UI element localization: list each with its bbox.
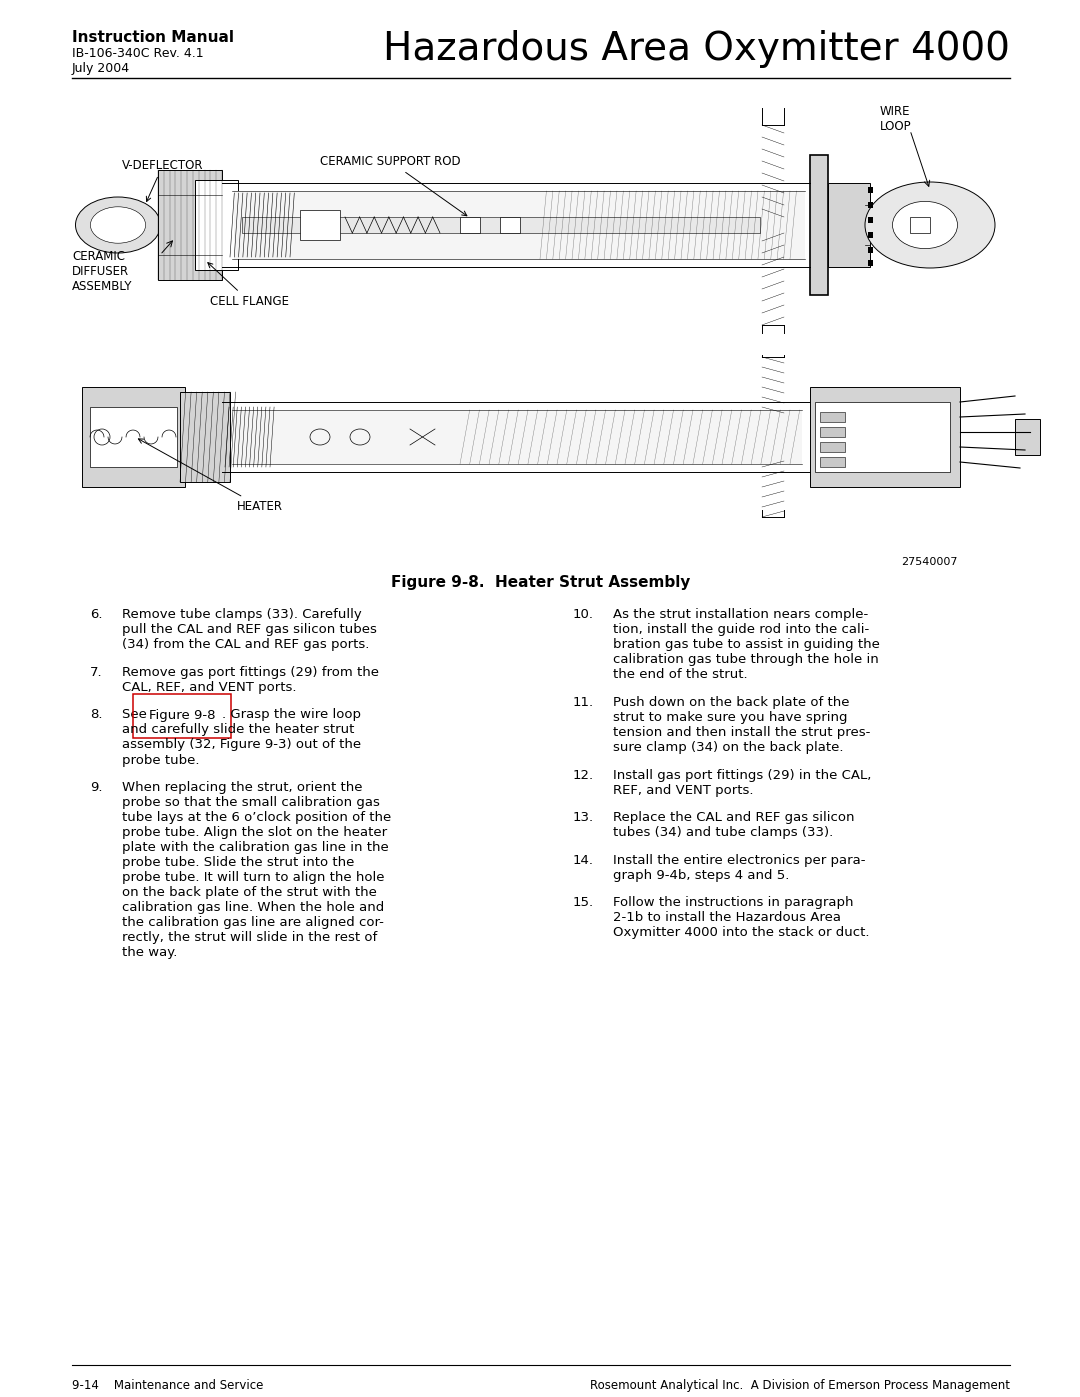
Text: 6.: 6. xyxy=(90,608,103,622)
Text: July 2004: July 2004 xyxy=(72,61,130,75)
Bar xyxy=(828,183,870,267)
Text: Remove tube clamps (33). Carefully
pull the CAL and REF gas silicon tubes
(34) f: Remove tube clamps (33). Carefully pull … xyxy=(122,608,377,651)
Text: 8.: 8. xyxy=(90,708,103,721)
Text: See: See xyxy=(122,708,151,721)
Bar xyxy=(815,402,950,472)
Bar xyxy=(242,217,760,233)
Text: 12.: 12. xyxy=(573,768,594,782)
Text: CERAMIC
DIFFUSER
ASSEMBLY: CERAMIC DIFFUSER ASSEMBLY xyxy=(72,250,133,293)
Text: IB-106-340C Rev. 4.1: IB-106-340C Rev. 4.1 xyxy=(72,47,204,60)
Text: and carefully slide the heater strut: and carefully slide the heater strut xyxy=(122,724,354,736)
Bar xyxy=(810,155,828,295)
Text: Push down on the back plate of the
strut to make sure you have spring
tension an: Push down on the back plate of the strut… xyxy=(613,696,870,754)
Text: assembly (32, Figure 9-3) out of the: assembly (32, Figure 9-3) out of the xyxy=(122,739,361,752)
Text: When replacing the strut, orient the
probe so that the small calibration gas
tub: When replacing the strut, orient the pro… xyxy=(122,781,391,958)
Text: Rosemount Analytical Inc.  A Division of Emerson Process Management: Rosemount Analytical Inc. A Division of … xyxy=(590,1379,1010,1391)
Bar xyxy=(868,232,873,237)
Text: . Grasp the wire loop: . Grasp the wire loop xyxy=(222,708,361,721)
Text: Install gas port fittings (29) in the CAL,
REF, and VENT ports.: Install gas port fittings (29) in the CA… xyxy=(613,768,872,796)
Text: CERAMIC SUPPORT ROD: CERAMIC SUPPORT ROD xyxy=(320,155,467,215)
Bar xyxy=(868,260,873,265)
Text: 11.: 11. xyxy=(573,696,594,710)
Text: Figure 9-8.  Heater Strut Assembly: Figure 9-8. Heater Strut Assembly xyxy=(391,576,691,590)
Text: Figure 9-8: Figure 9-8 xyxy=(149,710,216,722)
Ellipse shape xyxy=(91,207,146,243)
Bar xyxy=(810,387,960,488)
Text: Install the entire electronics per para-
graph 9-4b, steps 4 and 5.: Install the entire electronics per para-… xyxy=(613,854,865,882)
Bar xyxy=(460,217,480,233)
Text: As the strut installation nears comple-
tion, install the guide rod into the cal: As the strut installation nears comple- … xyxy=(613,608,880,680)
Bar xyxy=(868,187,873,193)
Ellipse shape xyxy=(76,197,161,253)
Text: 15.: 15. xyxy=(573,895,594,909)
Text: 10.: 10. xyxy=(573,608,594,622)
Text: V-DEFLECTOR: V-DEFLECTOR xyxy=(122,159,203,201)
Text: Replace the CAL and REF gas silicon
tubes (34) and tube clamps (33).: Replace the CAL and REF gas silicon tube… xyxy=(613,812,854,840)
Bar xyxy=(234,409,802,464)
Text: 9.: 9. xyxy=(90,781,103,793)
Bar xyxy=(820,427,845,437)
Bar xyxy=(820,441,845,453)
Bar xyxy=(300,210,340,240)
Text: probe tube.: probe tube. xyxy=(122,753,200,767)
Bar xyxy=(868,217,873,224)
Text: 7.: 7. xyxy=(90,665,103,679)
Bar xyxy=(90,407,177,467)
Text: Instruction Manual: Instruction Manual xyxy=(72,29,234,45)
Text: WIRE
LOOP: WIRE LOOP xyxy=(880,105,912,133)
Text: 9-14    Maintenance and Service: 9-14 Maintenance and Service xyxy=(72,1379,264,1391)
Text: CELL FLANGE: CELL FLANGE xyxy=(207,263,289,307)
Bar xyxy=(1015,419,1040,455)
Ellipse shape xyxy=(892,201,958,249)
Bar xyxy=(195,180,238,270)
Text: Follow the instructions in paragraph
2-1b to install the Hazardous Area
Oxymitte: Follow the instructions in paragraph 2-1… xyxy=(613,895,869,939)
Bar xyxy=(910,217,930,233)
Bar xyxy=(820,412,845,422)
Bar xyxy=(158,170,222,279)
Ellipse shape xyxy=(865,182,995,268)
Bar xyxy=(180,393,230,482)
Bar xyxy=(820,457,845,467)
Bar xyxy=(868,247,873,253)
Text: 13.: 13. xyxy=(573,812,594,824)
Text: Hazardous Area Oxymitter 4000: Hazardous Area Oxymitter 4000 xyxy=(383,29,1010,68)
Text: 27540007: 27540007 xyxy=(902,557,958,567)
Bar xyxy=(234,191,805,258)
Text: Remove gas port fittings (29) from the
CAL, REF, and VENT ports.: Remove gas port fittings (29) from the C… xyxy=(122,665,379,693)
Text: 14.: 14. xyxy=(573,854,594,866)
Bar xyxy=(500,217,519,233)
Text: HEATER: HEATER xyxy=(138,439,283,513)
Bar xyxy=(868,203,873,208)
Bar xyxy=(82,387,185,488)
